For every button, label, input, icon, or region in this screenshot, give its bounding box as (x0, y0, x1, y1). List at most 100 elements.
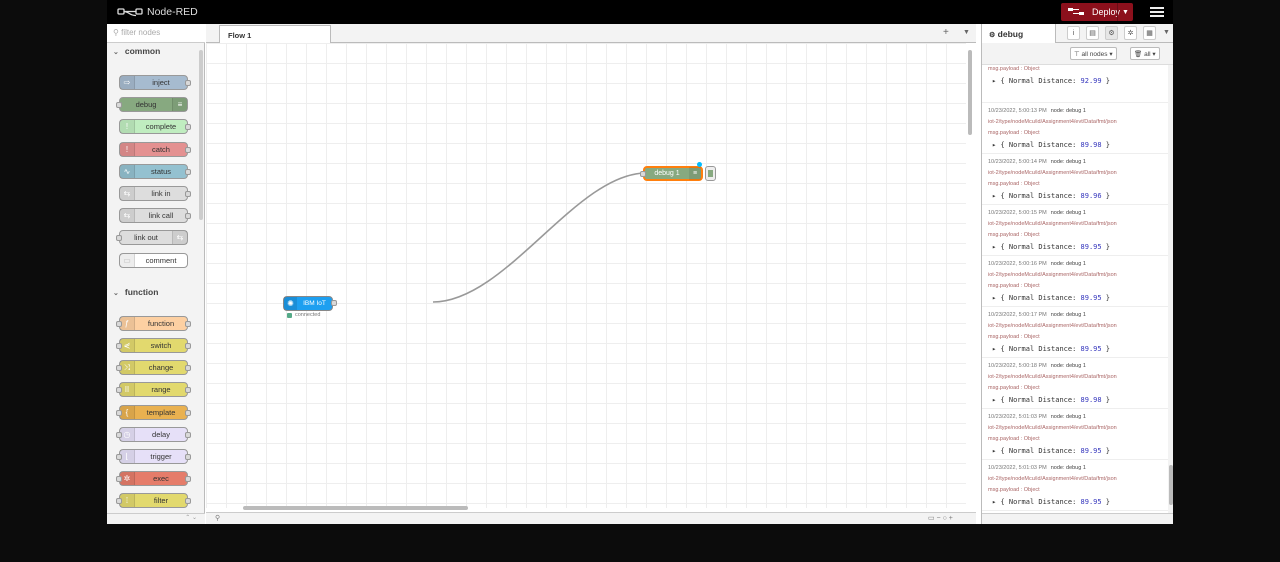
palette-node[interactable]: ✲ exec (116, 471, 191, 487)
debug-message-meta: 10/23/2022, 5:00:18 PM node: debug 1 (988, 361, 1168, 372)
filter-icon: ⊤ (1074, 51, 1080, 58)
sidebar: ⚙ debug i ▤ ⚙ ✲ ▦ ▼ ⊤ all nodes ▾ 🗑 all … (981, 24, 1173, 524)
palette-node[interactable]: ⌊ trigger (116, 449, 191, 464)
debug-message[interactable]: 10/23/2022, 5:00:16 PM node: debug 1 iot-2… (982, 256, 1168, 307)
palette-node[interactable]: ⇆ link in (119, 186, 191, 201)
debug-message[interactable]: 10/23/2022, 5:00:14 PM node: debug 1 iot-2… (982, 154, 1168, 205)
debug-message-value[interactable]: ▸ { Normal Distance: 89.95 } (992, 496, 1168, 508)
main-menu-icon[interactable] (1150, 5, 1164, 19)
debug-message[interactable]: 10/23/2022, 5:00:17 PM node: debug 1 iot-2… (982, 307, 1168, 358)
palette-node[interactable]: ◷ delay (116, 426, 191, 442)
clear-dropdown[interactable]: 🗑 all ▾ (1130, 47, 1160, 60)
debug-message-value[interactable]: ▸ { Normal Distance: 89.98 } (992, 394, 1168, 406)
palette-node[interactable]: ⋞ switch (116, 338, 191, 353)
debug-message-value[interactable]: ▸ { Normal Distance: 89.95 } (992, 343, 1168, 355)
palette-node[interactable]: ! catch (119, 141, 191, 157)
debug-message-value[interactable]: ▸ { Normal Distance: 89.98 } (992, 139, 1168, 151)
debug-message-node[interactable]: node: debug 1 (1050, 108, 1086, 114)
debug-message-value[interactable]: ▸ { Normal Distance: 89.95 } (992, 241, 1168, 253)
collapse-all-icon[interactable]: ⌃ ⌄ (185, 515, 197, 521)
ibm-node-output-port[interactable] (331, 300, 337, 306)
expand-arrow-icon[interactable]: ▸ (992, 243, 997, 251)
wire[interactable] (206, 43, 966, 508)
expand-arrow-icon[interactable]: ▸ (992, 294, 997, 302)
debug-message-value[interactable]: ▸ { Normal Distance: 89.95 } (992, 445, 1168, 457)
flow-node-debug[interactable]: debug 1 ≡ (640, 162, 703, 181)
flow-list-chevron-icon[interactable]: ▼ (963, 29, 970, 36)
expand-arrow-icon[interactable]: ▸ (992, 345, 997, 353)
deploy-caret-icon[interactable]: ▼ (1117, 3, 1133, 21)
debug-message-value[interactable]: ▸ { Normal Distance: 92.99 } (992, 75, 1168, 87)
palette-node[interactable]: ƒ function (116, 315, 191, 331)
input-port (116, 387, 122, 394)
palette-node[interactable]: ⁞ filter (116, 493, 191, 509)
output-port (185, 213, 191, 220)
expand-arrow-icon[interactable]: ▸ (992, 447, 997, 455)
flow-canvas[interactable]: debug 1 ≡ ✺ IBM IoT connected (206, 43, 966, 508)
expand-arrow-icon[interactable]: ▸ (992, 396, 997, 404)
output-port (185, 168, 191, 175)
debug-message-value[interactable]: ▸ { Normal Distance: 89.96 } (992, 190, 1168, 202)
debug-message-node[interactable]: node: debug 1 (1050, 363, 1086, 369)
workspace-search-icon[interactable]: ⚲ (215, 515, 221, 522)
palette-node[interactable]: {template (116, 404, 191, 420)
palette-node[interactable]: ⇆ link call (119, 208, 191, 224)
debug-message[interactable]: 10/23/2022, 5:00:15 PM node: debug 1 iot-2… (982, 205, 1168, 256)
palette-node[interactable]: ∿ status (119, 163, 191, 179)
canvas-horizontal-scrollbar[interactable] (243, 506, 468, 510)
palette-node[interactable]: debug ≡ (116, 97, 188, 113)
zoom-controls[interactable]: ▭ − ○ + (928, 515, 953, 522)
palette-node[interactable]: ! complete (119, 119, 191, 135)
tab-flow-1[interactable]: Flow 1 (219, 25, 331, 44)
palette-category-0[interactable]: ⌄ common (107, 46, 199, 62)
help-book-icon[interactable]: ▤ (1086, 26, 1099, 40)
debug-message-node[interactable]: node: debug 1 (1050, 159, 1086, 165)
debug-message-node[interactable]: node: debug 1 (1050, 210, 1086, 216)
debug-message-time: 10/23/2022, 5:00:15 PM (988, 210, 1047, 216)
palette-scrollbar[interactable] (199, 50, 203, 220)
status-dot-icon (287, 312, 292, 318)
exclaim-icon: ! (120, 142, 135, 156)
debug-message[interactable]: 10/23/2022, 5:01:03 PM node: debug 1 iot-2… (982, 460, 1168, 511)
palette-node[interactable]: link out ⇆ (116, 230, 188, 246)
expand-arrow-icon[interactable]: ▸ (992, 498, 997, 506)
debug-message-list[interactable]: iot-2/type/nodeMcu/id/Assignment4/evt/Da… (982, 65, 1168, 513)
add-flow-icon[interactable]: + (943, 27, 949, 38)
expand-arrow-icon[interactable]: ▸ (992, 77, 997, 85)
debug-message-node[interactable]: node: debug 1 (1050, 261, 1086, 267)
debug-message-node[interactable]: node: debug 1 (1050, 465, 1086, 471)
palette-node[interactable]: ǀǀ range (116, 382, 191, 398)
palette-node[interactable]: ▭ comment (119, 252, 188, 268)
debug-message[interactable]: iot-2/type/nodeMcu/id/Assignment4/evt/Da… (982, 65, 1168, 103)
debug-toggle-button[interactable] (705, 166, 716, 181)
palette-search-input[interactable]: ⚲ filter nodes (107, 24, 205, 43)
debug-scrollbar[interactable] (1168, 65, 1173, 513)
debug-message-meta: 10/23/2022, 5:00:16 PM node: debug 1 (988, 259, 1168, 270)
expand-arrow-icon[interactable]: ▸ (992, 192, 997, 200)
tab-debug[interactable]: ⚙ debug (982, 24, 1056, 43)
palette-node[interactable]: ⤨ change (116, 360, 191, 376)
flow-node-ibm-iot[interactable]: ✺ IBM IoT (283, 296, 337, 311)
palette-category-1[interactable]: ⌄ function (107, 287, 199, 303)
filter-nodes-dropdown[interactable]: ⊤ all nodes ▾ (1070, 47, 1117, 60)
palette-node[interactable]: ⇨ inject (119, 75, 191, 90)
debug-message-node[interactable]: node: debug 1 (1050, 414, 1086, 420)
debug-message-type: msg.payload : Object (988, 487, 1040, 493)
expand-arrow-icon[interactable]: ▸ (992, 141, 997, 149)
info-icon[interactable]: i (1067, 26, 1080, 40)
debug-message-value[interactable]: ▸ { Normal Distance: 89.95 } (992, 292, 1168, 304)
palette-node-label: catch (152, 144, 170, 154)
canvas-vertical-scrollbar[interactable] (968, 50, 972, 135)
palette-node-label: inject (152, 78, 170, 87)
debug-message-node[interactable]: node: debug 1 (1050, 312, 1086, 318)
sidebar-menu-chevron-icon[interactable]: ▼ (1163, 29, 1170, 36)
debug-message[interactable]: 10/23/2022, 5:01:03 PM node: debug 1 iot-2… (982, 409, 1168, 460)
debug-message[interactable]: 10/23/2022, 5:00:18 PM node: debug 1 iot-2… (982, 358, 1168, 409)
node-red-app: Node-RED Deploy ▼ ⚲ filter nodes ⌄ common… (107, 0, 1173, 524)
config-gear-icon[interactable]: ✲ (1124, 26, 1137, 40)
debug-tab-icon[interactable]: ⚙ (1105, 26, 1118, 40)
context-data-icon[interactable]: ▦ (1143, 26, 1156, 40)
deploy-button[interactable]: Deploy ▼ (1061, 3, 1133, 21)
debug-node-input-port[interactable] (640, 171, 646, 177)
debug-message[interactable]: 10/23/2022, 5:00:13 PM node: debug 1 iot-2… (982, 103, 1168, 154)
